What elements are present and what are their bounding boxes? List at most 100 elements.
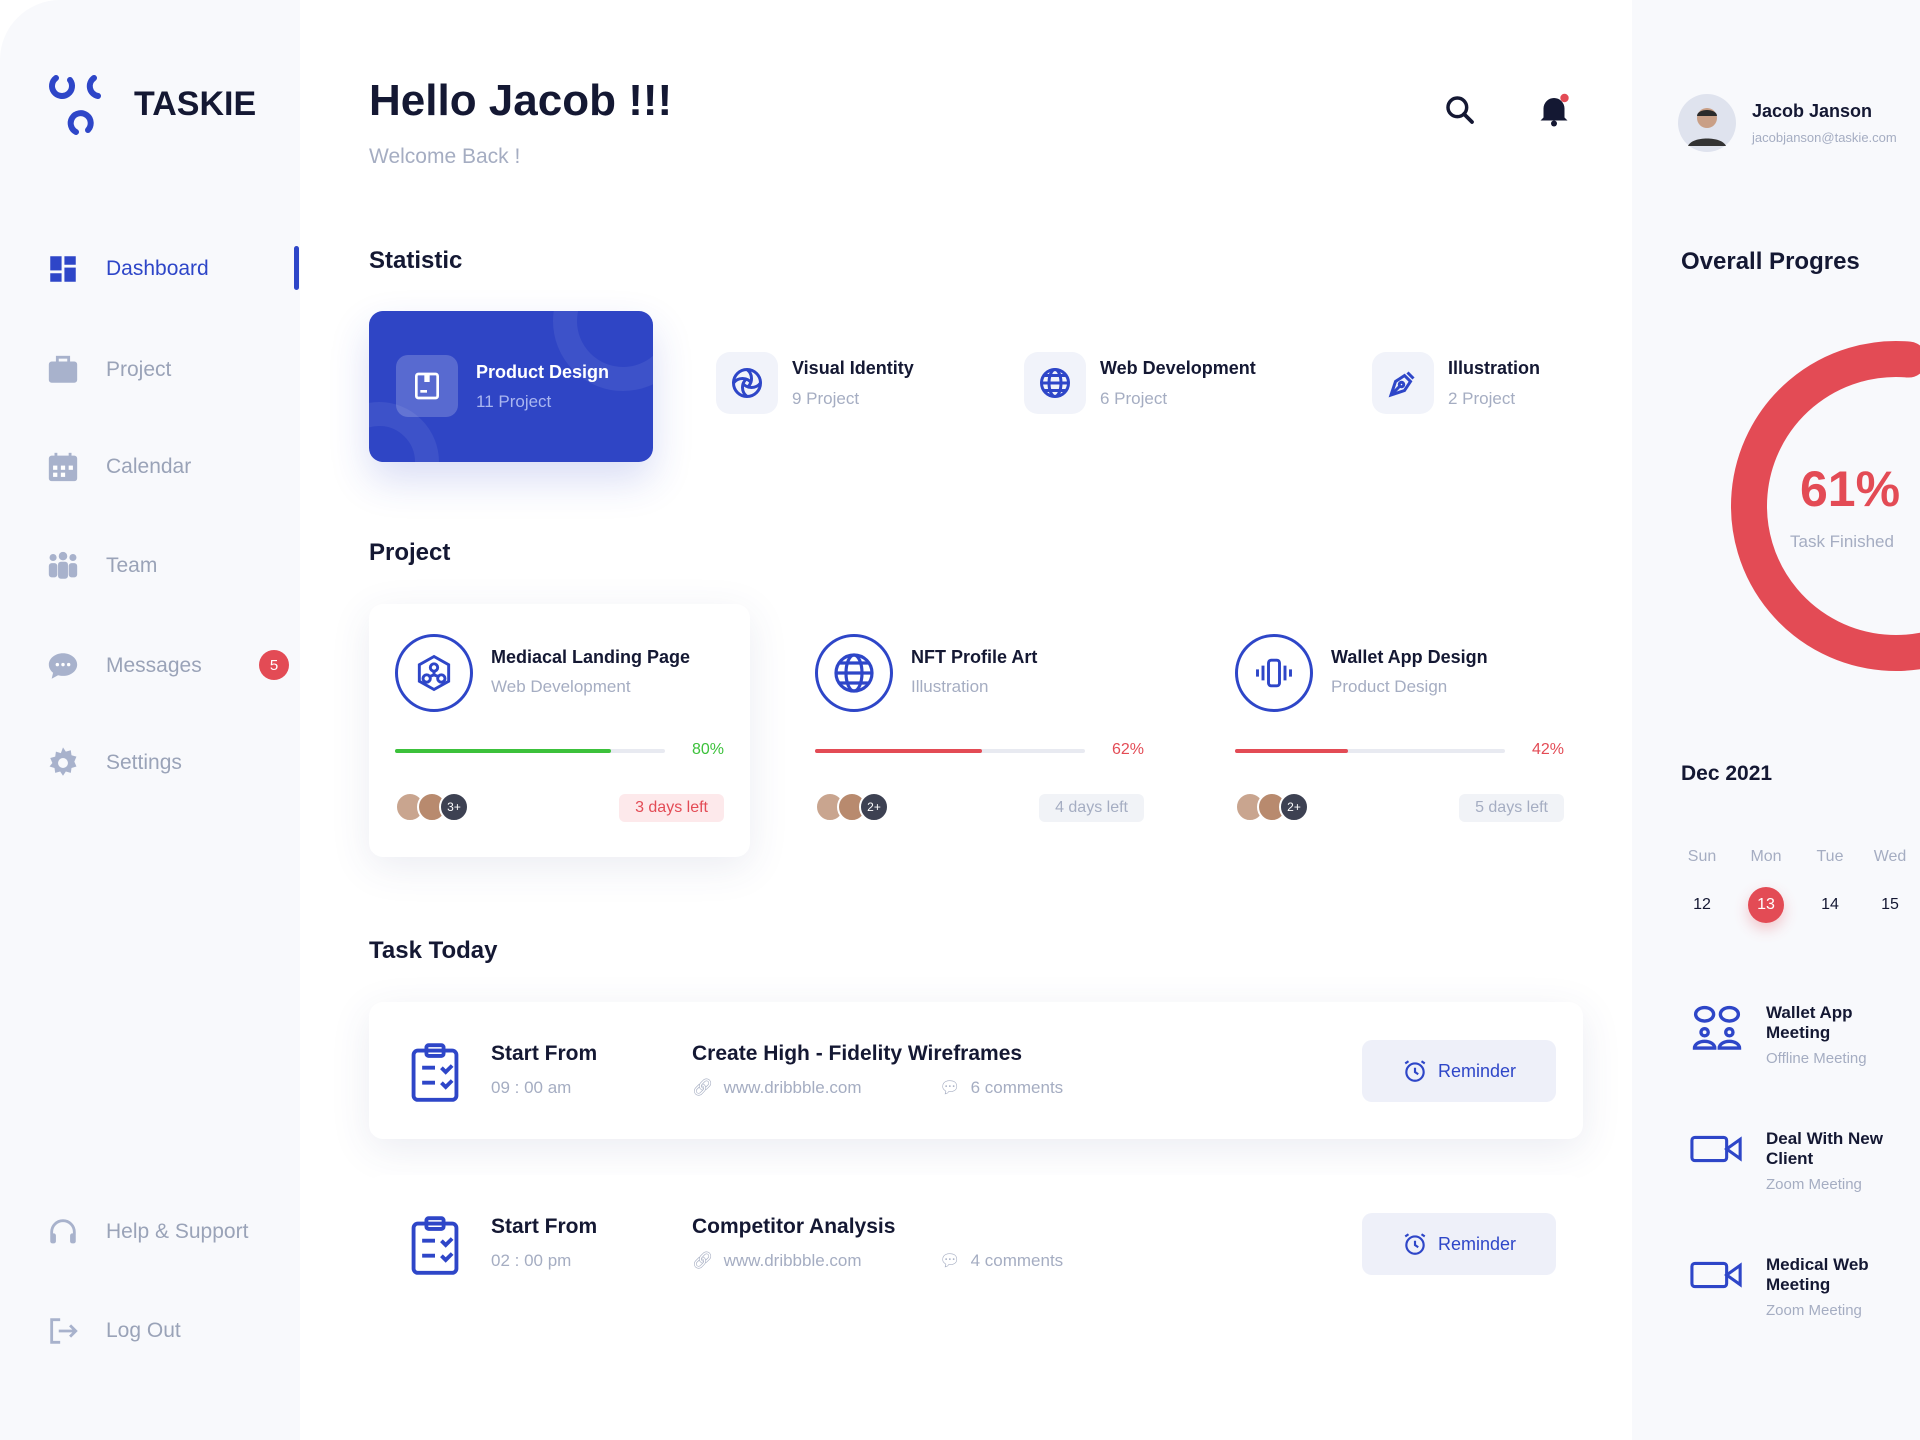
calendar-day[interactable]: 14 xyxy=(1821,896,1839,913)
weekday-label: Mon xyxy=(1750,848,1782,865)
due-badge: 3 days left xyxy=(619,794,724,822)
project-category: Product Design xyxy=(1331,677,1448,696)
active-indicator xyxy=(294,246,299,290)
stat-sub: 11 Project xyxy=(476,392,552,411)
task-comments[interactable]: 💬︎ 4 comments xyxy=(939,1251,1063,1271)
box-icon xyxy=(415,372,439,400)
search-icon[interactable] xyxy=(1444,94,1476,126)
task-today-heading: Task Today xyxy=(369,937,498,964)
sidebar-item-messages[interactable]: Messages xyxy=(46,646,202,686)
stat-title: Visual Identity xyxy=(792,357,914,378)
progress-label: 80% xyxy=(691,741,724,758)
video-camera-icon xyxy=(1690,1135,1742,1163)
reminder-button[interactable]: Reminder xyxy=(1362,1213,1556,1275)
clipboard-check-icon xyxy=(411,1043,459,1102)
task-card[interactable]: Start From 02 : 00 pm Competitor Analysi… xyxy=(369,1175,1583,1312)
calendar-day[interactable]: 15 xyxy=(1881,896,1899,913)
task-start-label: Start From xyxy=(491,1215,598,1238)
progress-label: 62% xyxy=(1111,741,1144,758)
sidebar-item-calendar[interactable]: Calendar xyxy=(46,447,191,487)
meeting-item[interactable]: Medical Web Meeting Zoom Meeting xyxy=(1690,1255,1915,1319)
stat-sub: 9 Project xyxy=(792,388,860,408)
project-icon-circle xyxy=(815,634,893,712)
headset-icon xyxy=(50,1219,76,1244)
stat-item-web-development[interactable]: Web Development 6 Project xyxy=(1024,352,1256,414)
stat-title: Product Design xyxy=(476,362,610,382)
gear-icon xyxy=(49,747,77,776)
sidebar-item-dashboard[interactable]: Dashboard xyxy=(46,249,209,289)
calendar-day[interactable]: 12 xyxy=(1693,896,1711,913)
page-title: Hello Jacob !!! xyxy=(369,76,673,125)
icon-box xyxy=(1372,352,1434,414)
comments-text: 6 comments xyxy=(970,1078,1064,1097)
project-icon-circle xyxy=(1235,634,1313,712)
stat-item-illustration[interactable]: Illustration 2 Project xyxy=(1372,352,1540,414)
comments-text: 4 comments xyxy=(970,1251,1064,1270)
task-name: Competitor Analysis xyxy=(692,1215,896,1238)
sidebar-item-label: Settings xyxy=(106,751,182,774)
calendar-day[interactable]: 13 xyxy=(1748,887,1784,923)
more-members: 2+ xyxy=(859,792,889,822)
project-title: Wallet App Design xyxy=(1331,647,1488,667)
reminder-label: Reminder xyxy=(1437,1233,1517,1254)
stat-sub: 2 Project xyxy=(1448,388,1516,408)
globe-icon xyxy=(834,653,874,693)
alarm-clock-icon xyxy=(1404,1060,1426,1082)
sidebar-item-project[interactable]: Project xyxy=(46,350,171,390)
logo-icon xyxy=(49,75,101,135)
due-badge: 4 days left xyxy=(1039,794,1144,822)
sidebar-item-label: Messages xyxy=(106,654,202,677)
reminder-button[interactable]: Reminder xyxy=(1362,1040,1556,1102)
user-profile[interactable]: Jacob Janson jacobjanson@taskie.com xyxy=(1678,94,1897,152)
meeting-item[interactable]: Wallet App Meeting Offline Meeting xyxy=(1690,1003,1915,1067)
progress-fill xyxy=(815,749,983,753)
bell-icon[interactable] xyxy=(1536,92,1572,128)
more-members: 3+ xyxy=(439,792,469,822)
task-link[interactable]: 🔗︎ www.dribbble.com xyxy=(692,1078,862,1098)
project-icon-circle xyxy=(395,634,473,712)
project-category: Web Development xyxy=(491,677,631,696)
task-card[interactable]: Start From 09 : 00 am Create High - Fide… xyxy=(369,1002,1583,1139)
stat-item-visual-identity[interactable]: Visual Identity 9 Project xyxy=(716,352,914,414)
sidebar: TASKIE Dashboard Project Calendar Team M… xyxy=(0,0,300,1440)
sidebar-item-settings[interactable]: Settings xyxy=(46,743,182,783)
product-design-icon-box xyxy=(396,355,458,417)
comment-icon: 💬︎ xyxy=(939,1078,961,1097)
member-avatars: 2+ xyxy=(815,792,889,822)
project-card[interactable]: Mediacal Landing Page Web Development 80… xyxy=(369,604,750,857)
project-category: Illustration xyxy=(911,677,989,696)
meeting-title: Wallet App Meeting xyxy=(1766,1003,1853,1043)
task-name: Create High - Fidelity Wireframes xyxy=(692,1042,1023,1065)
calendar-month: Dec 2021 xyxy=(1681,762,1773,785)
progress-value: 61% xyxy=(1800,461,1901,517)
people-meeting-icon xyxy=(1692,1005,1742,1050)
network-icon xyxy=(417,654,451,692)
stat-card-product-design[interactable]: Product Design 11 Project xyxy=(369,311,653,462)
sidebar-item-team[interactable]: Team xyxy=(46,546,157,586)
task-link[interactable]: 🔗︎ www.dribbble.com xyxy=(692,1251,862,1271)
sidebar-item-help[interactable]: Help & Support xyxy=(46,1212,248,1252)
globe-icon xyxy=(1040,368,1070,398)
weekday-label: Wed xyxy=(1873,848,1907,865)
avatar xyxy=(1678,94,1736,152)
right-panel xyxy=(1632,0,1920,1440)
sidebar-item-label: Help & Support xyxy=(106,1220,249,1243)
due-badge: 5 days left xyxy=(1459,794,1564,822)
task-comments[interactable]: 💬︎ 6 comments xyxy=(939,1078,1063,1098)
progress-arc xyxy=(1731,341,1920,671)
sidebar-item-logout[interactable]: Log Out xyxy=(46,1311,181,1351)
comment-icon: 💬︎ xyxy=(939,1251,961,1270)
project-card[interactable]: Wallet App Design Product Design 42% 2+ … xyxy=(1209,604,1590,857)
calendar-icon xyxy=(48,452,78,482)
progress-bar xyxy=(1235,749,1505,753)
user-email: jacobjanson@taskie.com xyxy=(1752,130,1897,145)
stat-title: Web Development xyxy=(1100,357,1256,378)
logo[interactable]: TASKIE xyxy=(48,72,256,136)
project-card[interactable]: NFT Profile Art Illustration 62% 2+ 4 da… xyxy=(789,604,1170,857)
swirl-icon xyxy=(732,368,762,398)
stat-title: Illustration xyxy=(1448,357,1541,378)
meeting-item[interactable]: Deal With New Client Zoom Meeting xyxy=(1690,1129,1915,1193)
progress-label: 42% xyxy=(1531,741,1564,758)
member-avatars: 3+ xyxy=(395,792,469,822)
member-avatars: 2+ xyxy=(1235,792,1309,822)
